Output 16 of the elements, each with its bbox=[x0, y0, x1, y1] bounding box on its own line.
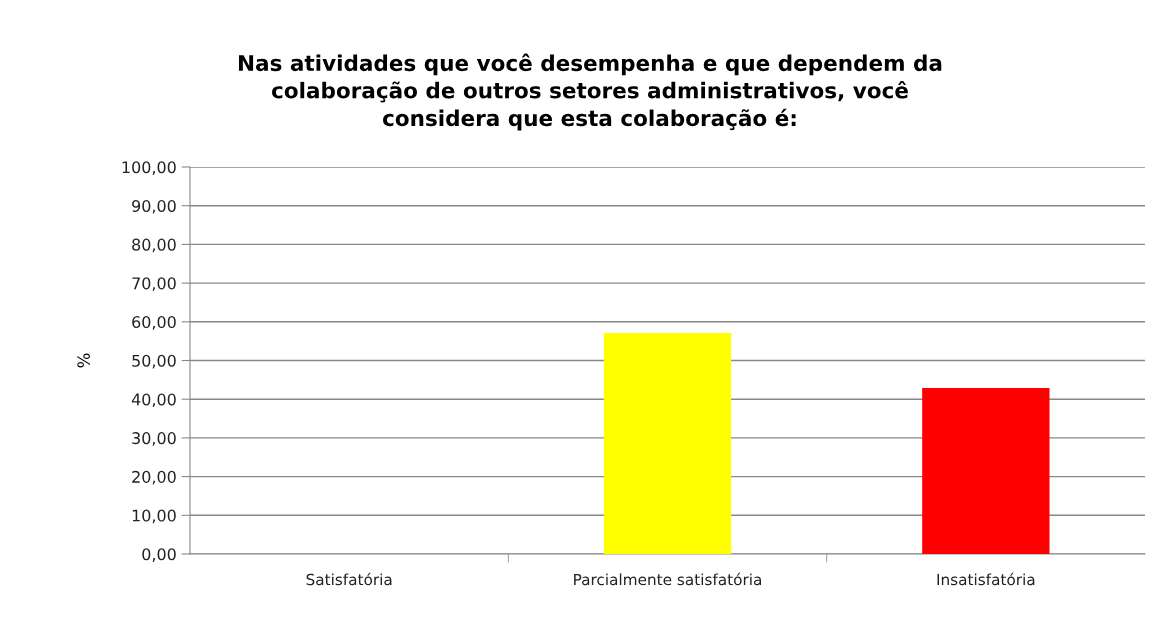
y-axis-title: % bbox=[77, 353, 90, 368]
x-tick-label: Parcialmente satisfatória bbox=[574, 572, 761, 586]
y-tick-label: 10,00 bbox=[132, 509, 176, 524]
y-tick-label: 0,00 bbox=[142, 548, 176, 562]
y-tick-label: 30,00 bbox=[132, 432, 176, 446]
y-tick-label: 20,00 bbox=[132, 470, 176, 485]
y-tick-label: 70,00 bbox=[132, 277, 176, 292]
x-tick-label: Satisfatória bbox=[306, 572, 392, 586]
y-tick-label: 100,00 bbox=[122, 161, 176, 175]
y-tick-label: 80,00 bbox=[132, 238, 176, 253]
x-tick-label: Insatisfatória bbox=[937, 572, 1035, 586]
chart-title: Nas atividades que você desempenha e que dependem da colaboração de outros setores administrativos, você considera que esta colaboração é: bbox=[239, 53, 942, 131]
y-tick-label: 40,00 bbox=[131, 393, 176, 408]
y-tick-label: 90,00 bbox=[132, 199, 176, 214]
y-tick-label: 50,00 bbox=[132, 354, 176, 369]
y-tick-label: 60,00 bbox=[132, 316, 176, 330]
